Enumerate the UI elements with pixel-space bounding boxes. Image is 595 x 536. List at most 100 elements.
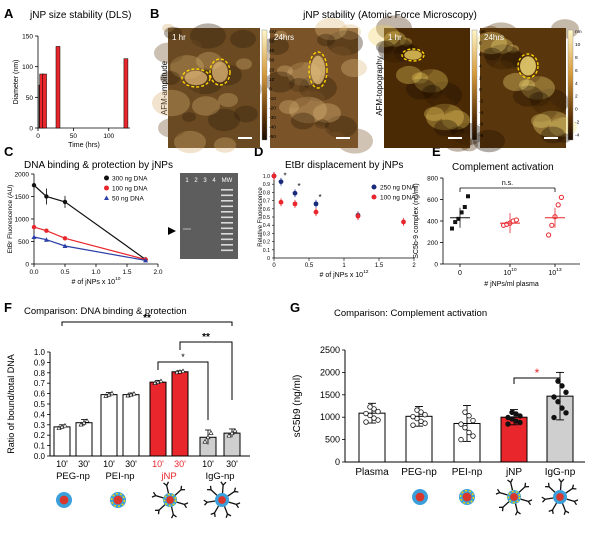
afm-texture: [368, 24, 400, 48]
colorbar-label: -8: [479, 133, 484, 139]
antibody-stem: [223, 506, 229, 515]
panel-letter-d: D: [254, 144, 263, 159]
afm-texture: [551, 19, 579, 39]
sig-label: *: [181, 352, 185, 362]
afm-texture: [531, 114, 551, 128]
antibody-stem: [228, 501, 237, 506]
particle-core: [113, 495, 123, 505]
x-tick-label: 0.5: [60, 269, 69, 276]
legend-marker: [371, 184, 377, 190]
data-point: [558, 194, 565, 200]
y-tick-label: 0.0: [34, 452, 46, 461]
data-point: [226, 433, 232, 438]
panel-letter-e: E: [432, 144, 441, 159]
panel-d-title: EtBr displacement by jNPs: [285, 160, 403, 171]
antibody-stem: [551, 502, 558, 511]
data-point: [62, 423, 68, 428]
colorbar-label: -30: [269, 115, 276, 121]
antibody-arm: [507, 478, 514, 484]
data-point: [62, 236, 68, 241]
antibody-stem: [221, 484, 224, 494]
colorbar-label: mV: [269, 29, 277, 35]
afm-texture: [289, 96, 327, 124]
colorbar-label: nm: [575, 30, 582, 35]
antibody-stem: [174, 489, 182, 496]
antibody-arm: [183, 502, 189, 509]
cationic-layer: [507, 490, 521, 504]
panel-letter-g: G: [290, 300, 300, 315]
particle-highlight: [401, 48, 425, 62]
y-tick-label: 0.7: [263, 199, 270, 205]
y-tick-label: 1000: [15, 217, 30, 224]
particle-core: [166, 496, 174, 504]
antibody-arm: [210, 512, 216, 518]
afm-image-bg: [168, 28, 260, 148]
gel-arrow-icon: [168, 227, 176, 235]
series-line: [33, 236, 146, 261]
legend-marker: [104, 185, 109, 191]
colorbar-rect: [261, 29, 268, 141]
antibody-stem: [518, 486, 526, 493]
data-point: [453, 220, 458, 225]
bar-a: [55, 46, 61, 129]
data-point: [466, 413, 472, 419]
x-tick-label-base: 0: [458, 270, 462, 277]
afm-texture: [315, 17, 347, 41]
legend-label: 100 ng DNA: [380, 195, 416, 202]
x-axis-label: # of jNPs x 1010: [71, 276, 120, 286]
static-layer: A jNP size stability (DLS) B jNP stabili…: [4, 6, 554, 319]
jnp-icon-g: [495, 478, 533, 516]
ladder-band: [221, 200, 233, 202]
x-tick-label: 0: [36, 133, 40, 140]
afm-time-label: 1 hr: [388, 33, 402, 42]
data-point: [450, 226, 454, 231]
data-point: [292, 201, 298, 207]
data-point: [459, 210, 464, 215]
igg-np-icon: [203, 481, 241, 518]
data-point: [418, 418, 424, 424]
particle-icons: [56, 478, 579, 519]
ladder-band: [221, 233, 233, 235]
data-point: [513, 217, 520, 223]
data-point: [466, 429, 472, 436]
x-tick-label-base: 10: [503, 270, 511, 277]
afm-texture: [473, 129, 505, 153]
data-point: [31, 234, 37, 239]
colorbar-label: -4: [575, 133, 580, 139]
x-tick-label: 30': [125, 459, 137, 469]
x-tick-label: 10': [103, 459, 115, 469]
antibody-arm: [524, 482, 530, 488]
x-tick-label: 0.0: [29, 269, 38, 276]
y-tick-label: 0.2: [263, 240, 270, 246]
colorbar-label: -20: [269, 106, 276, 112]
peg-np-icon-g: [412, 489, 428, 505]
data-point: [509, 409, 515, 416]
x-tick-label: 50: [70, 133, 78, 140]
y-tick-label: 500: [18, 239, 29, 246]
afm-texture: [234, 105, 258, 123]
particle-core: [556, 493, 564, 501]
antibody-stem: [227, 491, 235, 497]
afm-texture: [180, 39, 202, 55]
antibody-arm: [163, 481, 170, 487]
sig-label: **: [202, 332, 210, 343]
bar-f: [171, 371, 189, 457]
particle-core: [462, 492, 472, 502]
antibody-arm: [563, 510, 570, 515]
colorbar: nm 8 6 4 2 0 -2 -4 -6 -8: [471, 29, 486, 141]
bar-f: [53, 426, 71, 457]
panel-a-title: jNP size stability (DLS): [29, 10, 132, 21]
bar-a: [123, 58, 129, 129]
data-point: [367, 404, 373, 410]
data-point: [131, 391, 137, 396]
antibody-arm: [151, 491, 157, 498]
sample-band: [183, 228, 191, 230]
data-point: [462, 409, 468, 415]
x-tick-label: 1: [342, 263, 346, 269]
particle-blob: [212, 61, 228, 83]
data-point: [517, 413, 523, 419]
y-tick-label: 150: [22, 34, 33, 41]
afm-texture: [263, 36, 289, 56]
colorbar-label: -10: [269, 96, 276, 102]
